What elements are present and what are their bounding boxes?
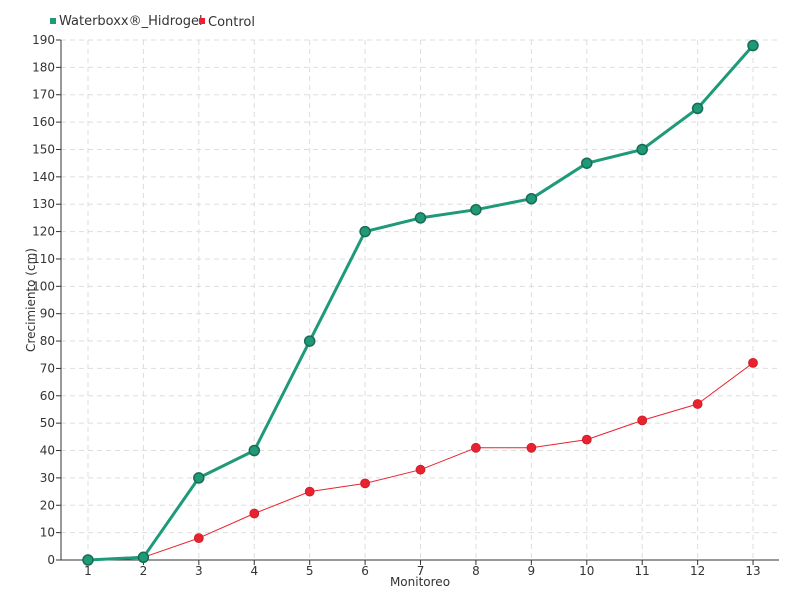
data-point-control — [581, 434, 592, 445]
y-tick-label: 190 — [32, 33, 55, 47]
data-point-control — [304, 486, 315, 497]
y-axis-ticks: 0 10 20 30 40 50 60 70 80 90 100 110 120 130 140 150 160… — [32, 33, 61, 567]
x-tick-label: 7 — [417, 564, 425, 578]
x-tick-label: 12 — [690, 564, 705, 578]
x-tick-label: 5 — [306, 564, 314, 578]
data-point-waterboxx — [303, 335, 316, 347]
x-tick-label: 8 — [472, 564, 480, 578]
data-point-control — [193, 533, 204, 543]
y-tick-label: 70 — [40, 361, 55, 375]
y-tick-label: 120 — [32, 225, 55, 239]
x-tick-label: 11 — [635, 564, 650, 578]
y-tick-label: 180 — [32, 60, 55, 74]
data-point-waterboxx — [470, 203, 482, 216]
data-point-control — [360, 478, 371, 489]
data-point-control — [526, 442, 537, 453]
legend-label-control: Control — [208, 15, 255, 30]
y-tick-label: 160 — [32, 115, 55, 129]
x-tick-label: 1 — [84, 564, 92, 578]
data-point-waterboxx — [581, 157, 593, 169]
data-point-control — [470, 442, 481, 453]
y-tick-label: 140 — [32, 170, 55, 184]
x-tick-label: 4 — [250, 564, 258, 578]
data-point-waterboxx — [193, 472, 205, 484]
data-point-waterboxx — [82, 554, 94, 566]
data-point-control — [637, 415, 648, 426]
y-tick-label: 170 — [32, 88, 55, 102]
y-tick-label: 20 — [40, 498, 55, 512]
legend-swatch-control — [199, 18, 205, 24]
axes — [60, 40, 779, 561]
data-point-control — [415, 464, 426, 475]
y-tick-label: 10 — [40, 526, 55, 540]
data-point-waterboxx — [137, 551, 150, 564]
legend-label-waterboxx: Waterboxx®_Hidrogel — [59, 14, 203, 29]
series-layer — [82, 39, 759, 566]
data-point-control — [748, 357, 758, 368]
y-tick-label: 50 — [40, 416, 55, 430]
data-point-waterboxx — [747, 39, 759, 52]
x-axis-ticks: 1 2 3 4 5 6 7 8 9 10 11 12 13 — [84, 560, 761, 578]
x-tick-label: 2 — [140, 564, 148, 578]
y-tick-label: 80 — [40, 334, 55, 348]
y-tick-label: 90 — [40, 307, 55, 321]
data-point-control — [249, 508, 260, 519]
data-point-waterboxx — [248, 444, 261, 457]
data-point-waterboxx — [636, 143, 648, 156]
y-axis-title: Crecimiento (cm) — [24, 248, 38, 352]
chart-legend: Waterboxx®_Hidrogel Control — [50, 14, 255, 30]
x-axis-title: Monitoreo — [390, 575, 450, 589]
series-control — [83, 357, 758, 565]
series-waterboxx — [82, 39, 759, 566]
grid-lines — [61, 39, 779, 560]
data-point-waterboxx — [525, 192, 538, 205]
x-tick-label: 9 — [528, 564, 536, 578]
data-point-waterboxx — [359, 225, 371, 238]
y-tick-label: 0 — [47, 553, 55, 567]
y-tick-label: 150 — [32, 142, 55, 156]
data-point-waterboxx — [414, 212, 427, 224]
data-point-control — [692, 399, 703, 409]
y-tick-label: 100 — [32, 279, 55, 293]
x-tick-label: 10 — [579, 564, 594, 578]
y-tick-label: 60 — [40, 389, 55, 403]
y-tick-label: 30 — [40, 471, 55, 485]
legend-swatch-waterboxx — [50, 18, 56, 24]
y-tick-label: 40 — [40, 444, 55, 458]
x-tick-label: 3 — [195, 564, 203, 578]
x-tick-label: 6 — [361, 564, 369, 578]
data-point-waterboxx — [691, 102, 704, 115]
y-tick-label: 110 — [32, 252, 55, 266]
y-tick-label: 130 — [32, 197, 55, 211]
x-tick-label: 13 — [745, 564, 760, 578]
